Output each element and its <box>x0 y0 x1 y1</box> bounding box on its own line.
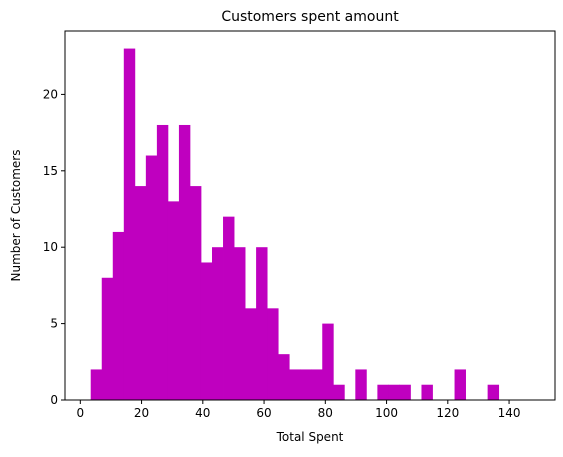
histogram-bar <box>189 186 202 400</box>
histogram-bar <box>178 124 191 400</box>
histogram-bar <box>145 155 158 400</box>
histogram-bar <box>167 201 180 400</box>
histogram-bar <box>311 369 323 400</box>
x-tick-label: 140 <box>498 406 521 420</box>
histogram-bar <box>487 384 500 400</box>
histogram-bar <box>234 247 246 400</box>
chart-title: Customers spent amount <box>221 9 399 25</box>
x-tick-label: 20 <box>134 406 149 420</box>
histogram-bar <box>278 354 290 400</box>
histogram-bar <box>454 369 466 400</box>
histogram-bar <box>322 323 334 400</box>
y-axis: 0 5 10 15 20 <box>43 87 65 407</box>
histogram-bar <box>134 186 147 400</box>
histogram-bar <box>90 369 103 400</box>
bars-layer <box>90 48 500 400</box>
histogram-bar <box>399 384 411 400</box>
histogram-bar <box>421 384 433 400</box>
histogram-bar <box>289 369 301 400</box>
x-tick-label: 80 <box>318 406 333 420</box>
histogram-bar <box>245 308 257 400</box>
histogram-bar <box>212 247 224 400</box>
histogram-bar <box>256 247 268 400</box>
x-tick-label: 40 <box>195 406 210 420</box>
histogram-bar <box>355 369 367 400</box>
histogram-bar <box>223 216 235 400</box>
histogram-bar <box>333 384 345 400</box>
histogram-bar <box>156 124 169 400</box>
y-axis-label: Number of Customers <box>9 150 23 282</box>
y-tick-label: 15 <box>43 164 58 178</box>
y-tick-label: 10 <box>43 240 58 254</box>
x-tick-label: 60 <box>256 406 271 420</box>
y-tick-label: 20 <box>43 87 58 101</box>
histogram-bar <box>300 369 312 400</box>
y-tick-label: 5 <box>50 317 58 331</box>
histogram-bar <box>388 384 400 400</box>
x-axis: 0 20 40 60 80 100 120 140 <box>76 400 521 420</box>
x-tick-label: 120 <box>436 406 459 420</box>
histogram-bar <box>123 48 136 400</box>
histogram-bar <box>101 277 114 400</box>
x-tick-label: 100 <box>375 406 398 420</box>
x-tick-label: 0 <box>76 406 84 420</box>
histogram-bar <box>112 231 125 400</box>
histogram-bar <box>267 308 279 400</box>
plot-area-frame <box>64 30 556 401</box>
histogram-bar <box>200 262 213 400</box>
histogram-bar <box>377 384 389 400</box>
x-axis-label: Total Spent <box>276 430 344 444</box>
y-tick-label: 0 <box>50 393 58 407</box>
